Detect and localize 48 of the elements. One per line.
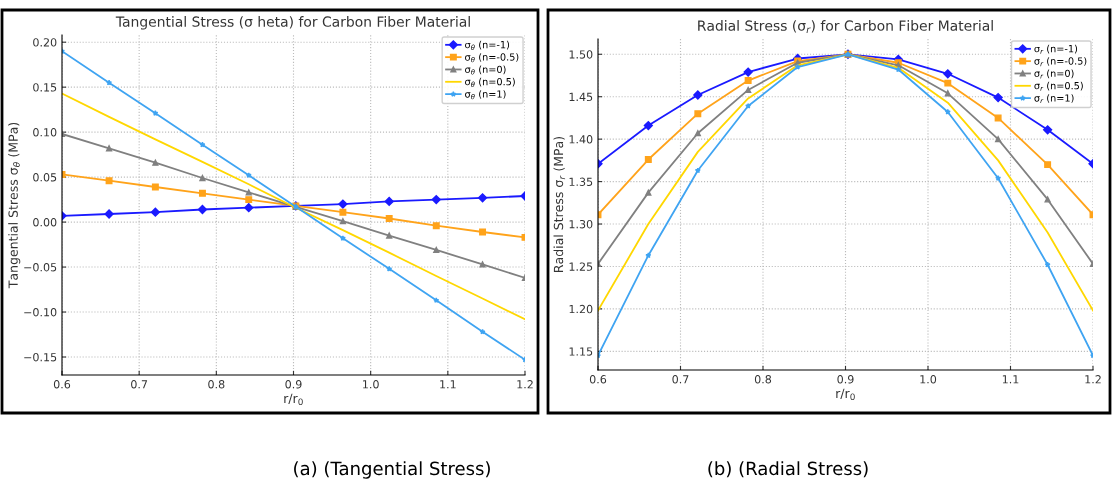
legend-label: σ$_{r}$ (n=0) (1034, 69, 1074, 79)
x-axis-title: r/r$_{0}$ (836, 388, 855, 401)
legend-label: σ$_{r}$ (n=-0.5) (1034, 57, 1087, 67)
y-tick-label: −0.15 (24, 352, 57, 362)
text: (a) (Tangential Stress) (294, 461, 490, 479)
y-tick-label: 0.20 (33, 38, 57, 47)
y-tick-label: 0.15 (33, 83, 57, 92)
y-tick-label: 1.50 (569, 50, 593, 59)
text: (b) (Radial Stress) (708, 461, 868, 478)
legend-label: σ$_{θ}$ (n=0.5) (465, 77, 515, 87)
y-tick-label: 1.15 (569, 347, 593, 356)
x-tick-label: 1.0 (363, 380, 379, 389)
y-tick-label: 0.00 (33, 218, 57, 227)
y-axis-title: Radial Stress σ$_{r}$ (MPa) (553, 136, 566, 272)
legend-label: σ$_{θ}$ (n=-1) (465, 40, 510, 50)
x-tick-label: 1.2 (1085, 375, 1101, 384)
x-tick-label: 0.9 (837, 375, 854, 384)
y-tick-label: 0.05 (33, 173, 57, 182)
x-tick-label: 0.8 (754, 375, 772, 384)
y-tick-label: −0.05 (24, 263, 57, 272)
x-tick-label: 1.2 (517, 380, 533, 389)
chart-title: Tangential Stress (σ heta) for Carbon Fiber Material (115, 16, 470, 30)
legend-label: σ$_{θ}$ (n=0) (465, 65, 506, 75)
x-tick-label: 0.6 (589, 375, 607, 384)
y-tick-label: 1.25 (569, 262, 593, 271)
x-tick-label: 1.1 (440, 380, 456, 389)
y-tick-label: −0.10 (24, 308, 57, 317)
x-tick-label: 1.1 (1002, 375, 1019, 384)
x-tick-label: 0.7 (131, 380, 148, 389)
y-tick-label: 1.20 (569, 304, 593, 314)
y-tick-label: 1.40 (569, 135, 593, 144)
legend-label: σ$_{r}$ (n=0.5) (1034, 81, 1083, 91)
x-axis-title: r/r$_{0}$ (284, 393, 303, 406)
x-tick-label: 0.9 (285, 380, 302, 389)
chart-title: Radial Stress (σ$_{r}$) for Carbon Fiber Material (698, 20, 993, 33)
x-tick-label: 0.6 (53, 380, 71, 389)
x-tick-label: 0.8 (208, 380, 225, 389)
y-axis-title: Tangential Stress σ$_{θ}$ (MPa) (8, 122, 21, 289)
legend-label: σ$_{θ}$ (n=-0.5) (465, 53, 519, 63)
y-tick-label: 0.10 (33, 128, 57, 137)
y-tick-label: 1.35 (569, 177, 593, 186)
legend-label: σ$_{r}$ (n=1) (1034, 94, 1074, 104)
legend-label: σ$_{θ}$ (n=1) (465, 90, 506, 100)
y-tick-label: 1.45 (569, 92, 593, 102)
x-tick-label: 1.0 (920, 375, 937, 384)
y-tick-label: 1.30 (569, 220, 593, 229)
legend-label: σ$_{r}$ (n=-1) (1034, 44, 1078, 54)
x-tick-label: 0.7 (672, 375, 689, 384)
